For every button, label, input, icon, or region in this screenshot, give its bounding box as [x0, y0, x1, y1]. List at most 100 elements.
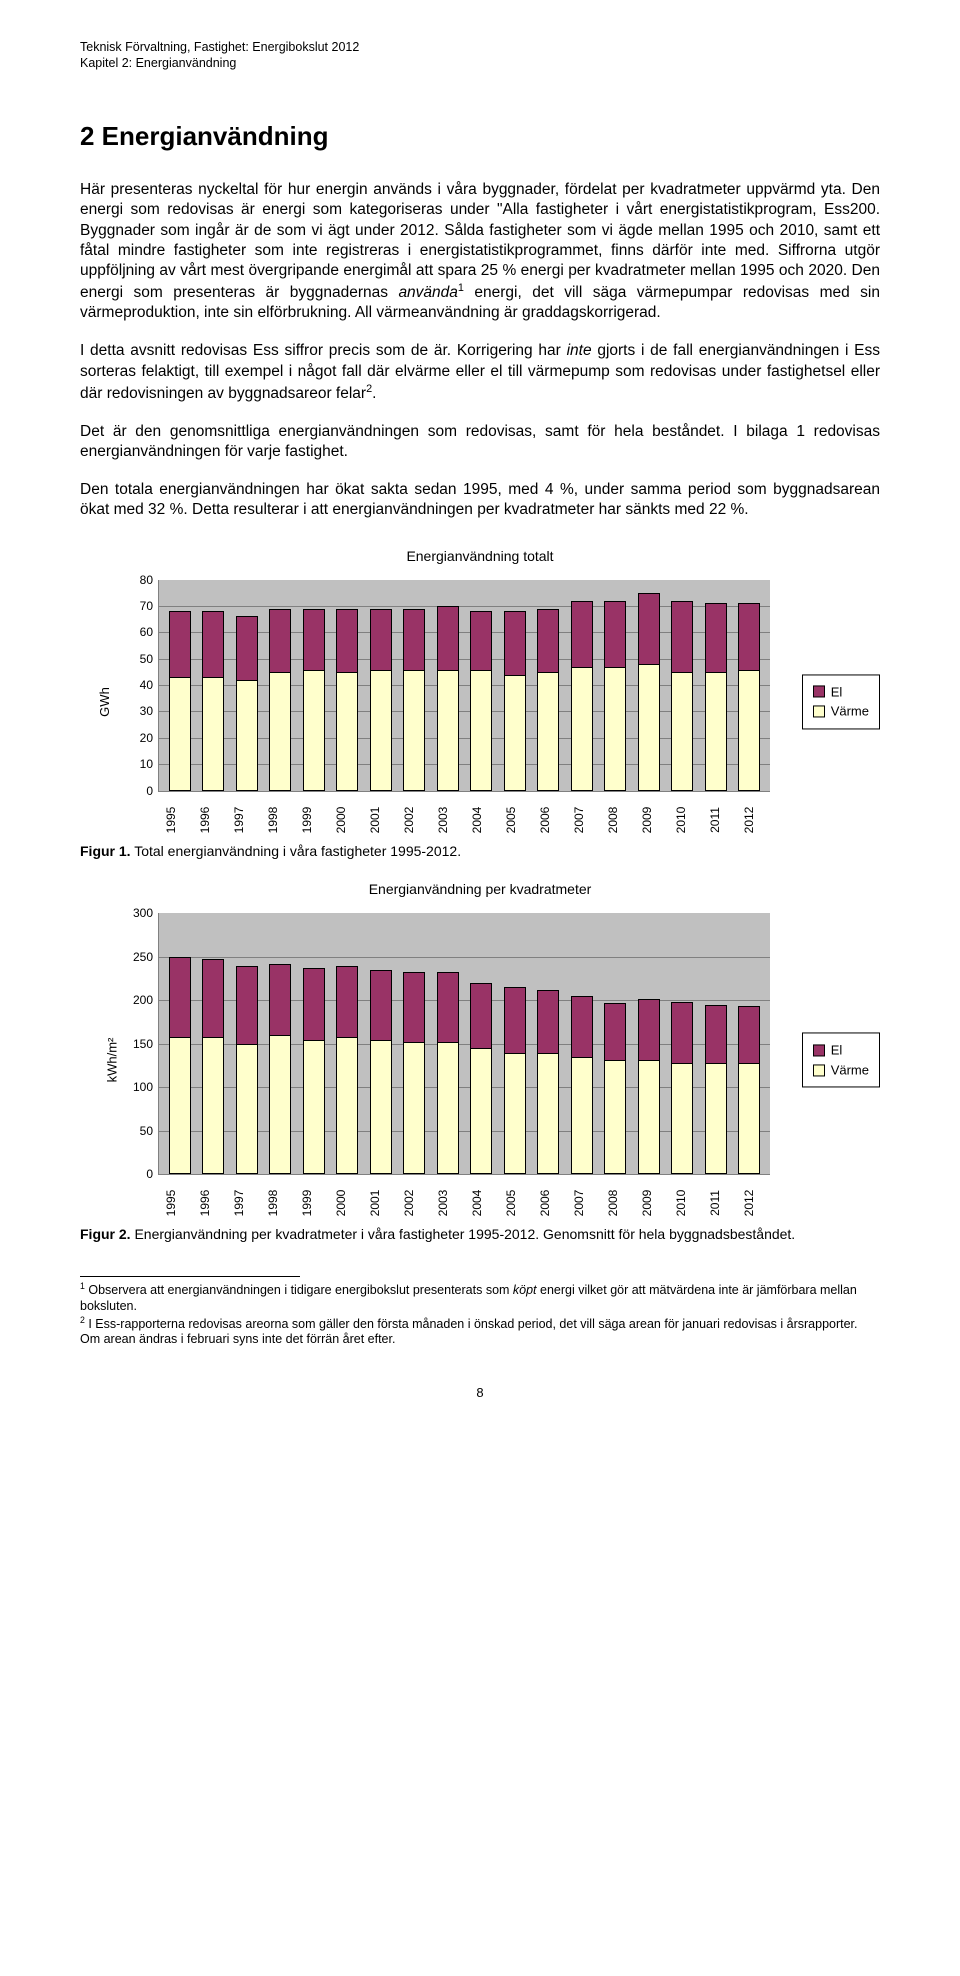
stacked-bar [336, 609, 358, 791]
bar-slot [431, 913, 465, 1174]
xtick-label: 2004 [469, 1186, 493, 1220]
stacked-bar [705, 1005, 727, 1175]
chart1-plot: 01020304050607080 [158, 580, 770, 792]
bar-slot [230, 580, 264, 791]
bar-segment-el [672, 1003, 692, 1063]
bar-slot [297, 913, 331, 1174]
body-paragraph-3: Det är den genomsnittliga energianvändni… [80, 422, 880, 462]
bar-slot [733, 580, 767, 791]
xtick-label: 2005 [503, 803, 527, 837]
bar-segment-el [337, 967, 357, 1038]
bar-slot [465, 913, 499, 1174]
p2-text-a: I detta avsnitt redovisas Ess siffror pr… [80, 342, 567, 359]
xtick-label: 2008 [605, 1186, 629, 1220]
ytick-label: 40 [140, 677, 153, 693]
bar-slot [431, 580, 465, 791]
xtick-label: 2005 [503, 1186, 527, 1220]
bar-segment-varme [438, 1042, 458, 1173]
legend-swatch [813, 686, 825, 698]
xtick-label: 1999 [299, 1186, 323, 1220]
bar-slot [565, 580, 599, 791]
xtick-label: 1996 [197, 803, 221, 837]
bar-segment-varme [270, 672, 290, 789]
bar-segment-el [170, 958, 190, 1037]
bar-slot [163, 580, 197, 791]
legend-row: El [813, 683, 869, 701]
bar-slot [331, 913, 365, 1174]
ytick-label: 200 [133, 992, 153, 1008]
bar-slot [465, 580, 499, 791]
fig1-text: Total energianvändning i våra fastighete… [131, 843, 462, 859]
bar-segment-varme [706, 672, 726, 789]
bar-segment-varme [237, 680, 257, 789]
xtick-label: 1995 [163, 803, 187, 837]
bar-slot [331, 580, 365, 791]
bar-slot [532, 580, 566, 791]
chart1-legend: ElVärme [802, 674, 880, 729]
bar-segment-varme [739, 670, 759, 790]
legend-label: El [831, 1042, 843, 1060]
bar-segment-el [304, 969, 324, 1040]
xtick-label: 2012 [741, 803, 765, 837]
bar-segment-varme [304, 670, 324, 790]
page-header: Teknisk Förvaltning, Fastighet: Energibo… [80, 40, 880, 71]
bar-slot [197, 580, 231, 791]
stacked-bar [537, 990, 559, 1174]
fig2-label: Figur 2. [80, 1226, 131, 1242]
ytick-label: 80 [140, 571, 153, 587]
bar-slot [230, 913, 264, 1174]
stacked-bar [470, 983, 492, 1174]
bar-segment-el [270, 610, 290, 673]
stacked-bar [738, 603, 760, 790]
bar-segment-varme [237, 1044, 257, 1173]
bar-segment-el [237, 617, 257, 680]
legend-swatch [813, 1045, 825, 1057]
xtick-label: 2002 [401, 803, 425, 837]
xtick-label: 2007 [571, 803, 595, 837]
body-paragraph-2: I detta avsnitt redovisas Ess siffror pr… [80, 341, 880, 404]
stacked-bar [470, 611, 492, 790]
chart1-ylabel: GWh [96, 687, 114, 717]
stacked-bar [403, 609, 425, 791]
bar-segment-varme [639, 664, 659, 789]
stacked-bar [236, 616, 258, 790]
xtick-label: 2001 [367, 1186, 391, 1220]
ytick-label: 10 [140, 756, 153, 772]
stacked-bar [437, 606, 459, 791]
bar-segment-varme [505, 675, 525, 790]
xtick-label: 2011 [707, 803, 731, 837]
bar-segment-varme [471, 1048, 491, 1173]
xtick-label: 2010 [673, 803, 697, 837]
bar-segment-el [605, 602, 625, 667]
ytick-label: 0 [146, 782, 153, 798]
header-line-2: Kapitel 2: Energianvändning [80, 56, 880, 72]
stacked-bar [269, 609, 291, 791]
chart1: GWh 01020304050607080 199519961997199819… [80, 572, 880, 832]
bar-segment-varme [170, 677, 190, 789]
bar-segment-varme [505, 1053, 525, 1173]
footnotes: 1 Observera att energianvändningen i tid… [80, 1281, 880, 1348]
ytick-label: 50 [140, 1123, 153, 1139]
ytick-label: 0 [146, 1166, 153, 1182]
stacked-bar [638, 999, 660, 1175]
stacked-bar [370, 970, 392, 1174]
bar-slot [264, 913, 298, 1174]
p2-em: inte [567, 342, 592, 359]
stacked-bar [638, 593, 660, 791]
bar-segment-varme [304, 1040, 324, 1174]
stacked-bar [504, 987, 526, 1174]
ytick-label: 30 [140, 703, 153, 719]
bar-slot [498, 580, 532, 791]
bar-segment-varme [706, 1063, 726, 1173]
bar-segment-el [270, 965, 290, 1036]
xtick-label: 2000 [333, 1186, 357, 1220]
body-paragraph-1: Här presenteras nyckeltal för hur energi… [80, 180, 880, 323]
bars-container [159, 580, 770, 791]
bar-segment-el [706, 1006, 726, 1064]
bar-segment-varme [572, 667, 592, 790]
bar-segment-el [337, 610, 357, 673]
figure2-caption: Figur 2. Energianvändning per kvadratmet… [80, 1225, 880, 1244]
stacked-bar [738, 1006, 760, 1174]
fn1-a: Observera att energianvändningen i tidig… [85, 1283, 513, 1297]
chart2-legend: ElVärme [802, 1033, 880, 1088]
